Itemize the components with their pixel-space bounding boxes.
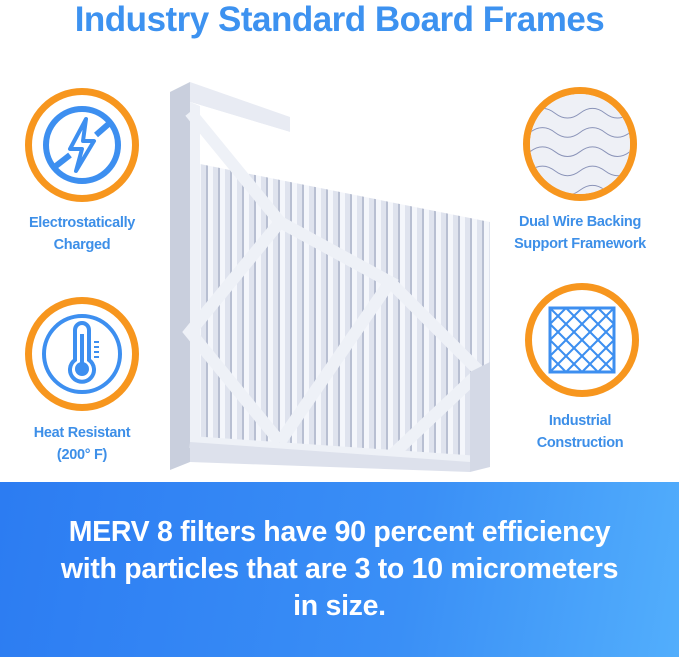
air-filter-image xyxy=(170,82,490,472)
label-line: Industrial xyxy=(548,413,612,429)
label-line: Support Framework xyxy=(514,236,646,252)
feature-label: Electrostatically Charged xyxy=(0,212,172,256)
label-line: Charged xyxy=(53,237,111,253)
banner-text: MERV 8 filters have 90 percent efficienc… xyxy=(60,516,619,622)
feature-label: Heat Resistant (200° F) xyxy=(0,422,172,466)
feature-electrostatic-circle xyxy=(25,88,139,202)
label-line: Heat Resistant xyxy=(33,425,131,441)
no-static-icon xyxy=(43,106,121,184)
grid-frame-icon xyxy=(548,306,616,374)
wire-mesh-icon xyxy=(530,94,630,194)
page-title: Industry Standard Board Frames xyxy=(74,0,605,39)
feature-label: Industrial Construction xyxy=(490,410,670,454)
feature-construction-circle xyxy=(525,283,639,397)
feature-wire-circle xyxy=(523,87,637,201)
label-line: Dual Wire Backing xyxy=(518,214,642,230)
feature-label: Dual Wire Backing Support Framework xyxy=(490,211,670,255)
label-line: (200° F) xyxy=(56,447,108,463)
feature-heat-circle xyxy=(25,297,139,411)
label-line: Construction xyxy=(536,435,624,451)
info-banner: MERV 8 filters have 90 percent efficienc… xyxy=(0,482,679,657)
thermometer-icon xyxy=(42,314,122,394)
label-line: Electrostatically xyxy=(28,215,136,231)
